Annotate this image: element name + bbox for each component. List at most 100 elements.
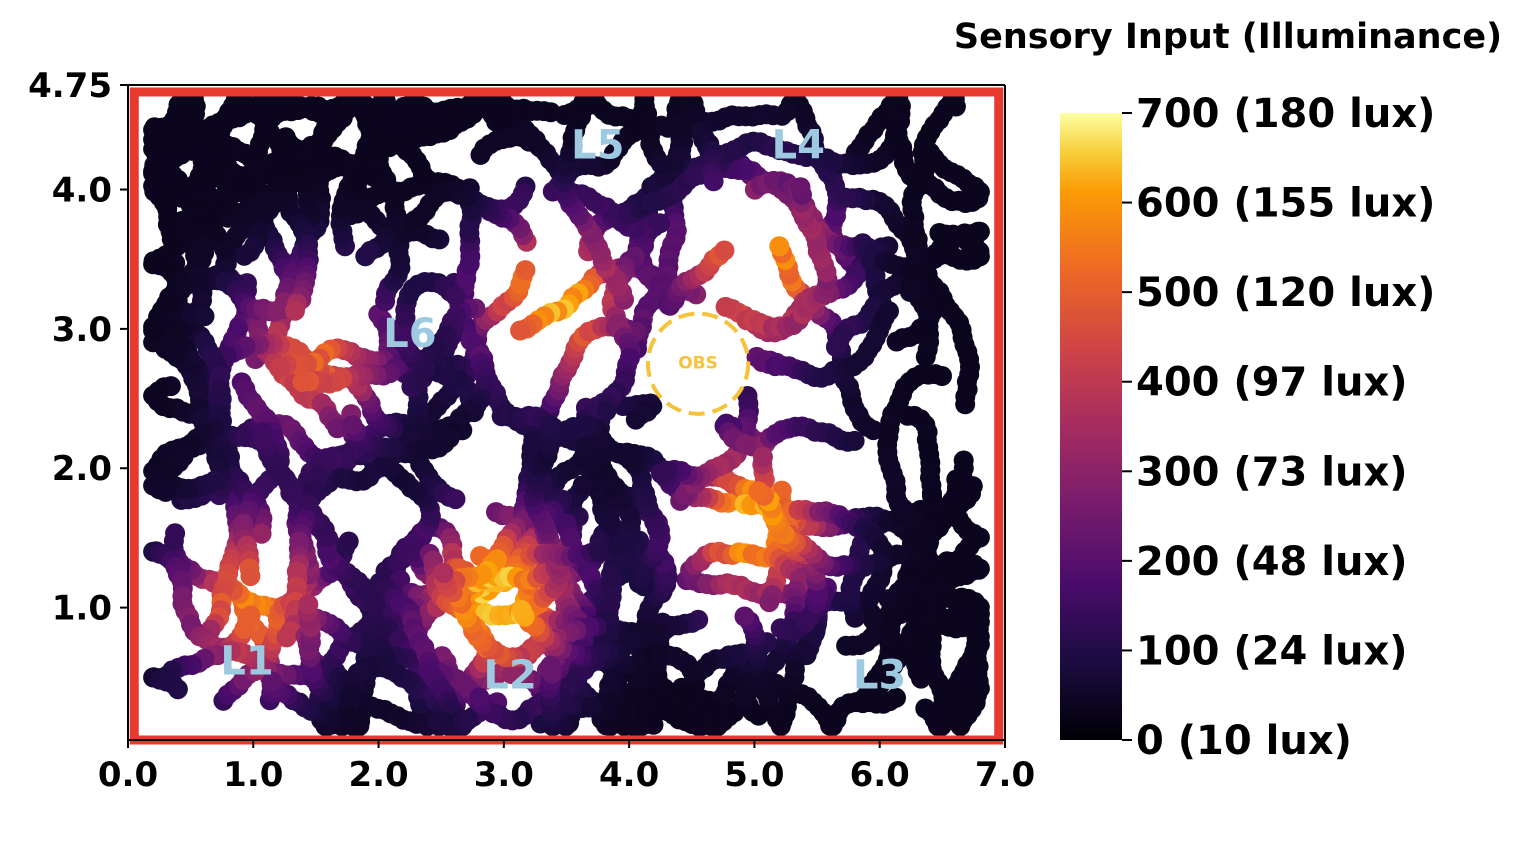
light-source-label-l5: L5 xyxy=(571,123,624,169)
scatter-point xyxy=(763,105,784,126)
light-source-label-l2: L2 xyxy=(483,652,536,698)
x-tick-label: 1.0 xyxy=(223,755,283,795)
scatter-point xyxy=(748,481,769,502)
scatter-point xyxy=(155,481,176,502)
scatter-point xyxy=(945,96,966,117)
scatter-point xyxy=(574,437,595,458)
scatter-point xyxy=(572,475,593,496)
scatter-point xyxy=(825,336,846,357)
scatter-point xyxy=(540,655,561,676)
scatter-point xyxy=(863,610,883,631)
scatter-point xyxy=(922,486,942,507)
colorbar-tick-label: 300 (73 lux) xyxy=(1136,449,1408,495)
scatter-point xyxy=(445,489,466,510)
scatter-point xyxy=(573,91,594,112)
scatter-point xyxy=(285,300,305,321)
obstacle-label: OBS xyxy=(678,354,718,374)
scatter-point xyxy=(165,523,186,544)
scatter-point xyxy=(932,366,952,386)
scatter-point xyxy=(859,588,880,609)
scatter-point xyxy=(298,594,319,615)
scatter-point xyxy=(703,171,724,192)
colorbar-gradient xyxy=(1060,113,1122,740)
scatter-point xyxy=(715,296,736,317)
colorbar-tick-label: 100 (24 lux) xyxy=(1136,628,1408,674)
colorbar-tick-label: 400 (97 lux) xyxy=(1136,360,1408,406)
scatter-point xyxy=(557,420,577,441)
scatter-point xyxy=(714,240,735,261)
scatter-point xyxy=(261,671,282,692)
x-tick-label: 0.0 xyxy=(98,755,158,795)
light-source-labels: L1 L2 L3 L4 L5 L6 xyxy=(220,123,906,699)
light-source-label-l4: L4 xyxy=(772,123,825,169)
obstacle-circle xyxy=(645,311,751,416)
x-axis-ticks: 0.0 1.0 2.0 3.0 4.0 5.0 6.0 7.0 xyxy=(98,740,1035,795)
scatter-point xyxy=(276,627,297,648)
obstacle: OBS xyxy=(645,311,751,416)
y-tick-label: 2.0 xyxy=(52,449,112,489)
scatter-point xyxy=(251,523,272,544)
scatter-point xyxy=(292,372,313,392)
x-tick-label: 7.0 xyxy=(975,755,1035,795)
scatter-point xyxy=(878,589,899,610)
x-tick-label: 4.0 xyxy=(599,755,659,795)
scatter-point xyxy=(194,306,215,327)
x-tick-label: 5.0 xyxy=(724,755,784,795)
x-tick-label: 6.0 xyxy=(850,755,910,795)
scatter-point xyxy=(252,422,273,442)
scatter-point xyxy=(445,286,466,307)
scatter-point xyxy=(342,415,363,436)
scatter-point xyxy=(879,301,899,322)
scatter-point xyxy=(961,649,982,670)
scatter-point xyxy=(166,347,187,367)
x-tick-label: 2.0 xyxy=(348,755,408,795)
scatter-point xyxy=(515,260,536,281)
scatter-point xyxy=(596,400,617,421)
scatter-point xyxy=(237,177,258,198)
scatter-point xyxy=(734,606,755,627)
scatter-point xyxy=(327,418,348,439)
scatter-point xyxy=(253,92,274,113)
scatter-point xyxy=(240,205,261,226)
scatter-point xyxy=(398,537,419,557)
scatter-point xyxy=(790,177,811,198)
scatter-point xyxy=(937,551,957,572)
y-tick-label: 3.0 xyxy=(52,310,112,350)
scatter-point xyxy=(501,664,522,685)
scatter-point xyxy=(955,394,976,415)
scatter-point xyxy=(458,709,479,730)
scatter-point xyxy=(625,409,646,430)
y-tick-label: 4.75 xyxy=(28,66,112,106)
scatter-point xyxy=(167,679,188,700)
scatter-point xyxy=(886,687,906,708)
scatter-point xyxy=(240,605,261,626)
scatter-point xyxy=(835,187,856,208)
scatter-point xyxy=(399,426,420,447)
scatter-point xyxy=(469,687,490,708)
scatter-point xyxy=(275,127,296,148)
scatter-point xyxy=(752,447,773,467)
scatter-point xyxy=(836,635,857,656)
scatter-point xyxy=(769,236,790,257)
scatter-point xyxy=(470,144,491,165)
scatter-point xyxy=(355,246,376,267)
scatter-point xyxy=(803,146,823,167)
scatter-point xyxy=(510,320,531,341)
colorbar-tick-label: 0 (10 lux) xyxy=(1136,718,1352,764)
colorbar-title: Sensory Input (Illuminance) xyxy=(954,17,1502,57)
scatter-point xyxy=(962,476,983,497)
scatter-point xyxy=(915,698,936,719)
light-source-label-l6: L6 xyxy=(383,311,436,357)
colorbar-tick-label: 600 (155 lux) xyxy=(1136,181,1435,227)
scatter-point xyxy=(234,245,255,266)
light-source-label-l1: L1 xyxy=(220,638,273,684)
scatter-point xyxy=(270,357,290,378)
scatter-point xyxy=(759,592,780,613)
y-axis-ticks: 1.0 2.0 3.0 4.0 4.75 xyxy=(28,66,128,629)
axes xyxy=(127,84,1006,741)
scatter-point xyxy=(379,137,400,158)
scatter-point xyxy=(953,450,974,471)
colorbar-tick-label: 700 (180 lux) xyxy=(1136,91,1435,137)
scatter-point xyxy=(240,566,261,587)
x-tick-label: 3.0 xyxy=(474,755,534,795)
